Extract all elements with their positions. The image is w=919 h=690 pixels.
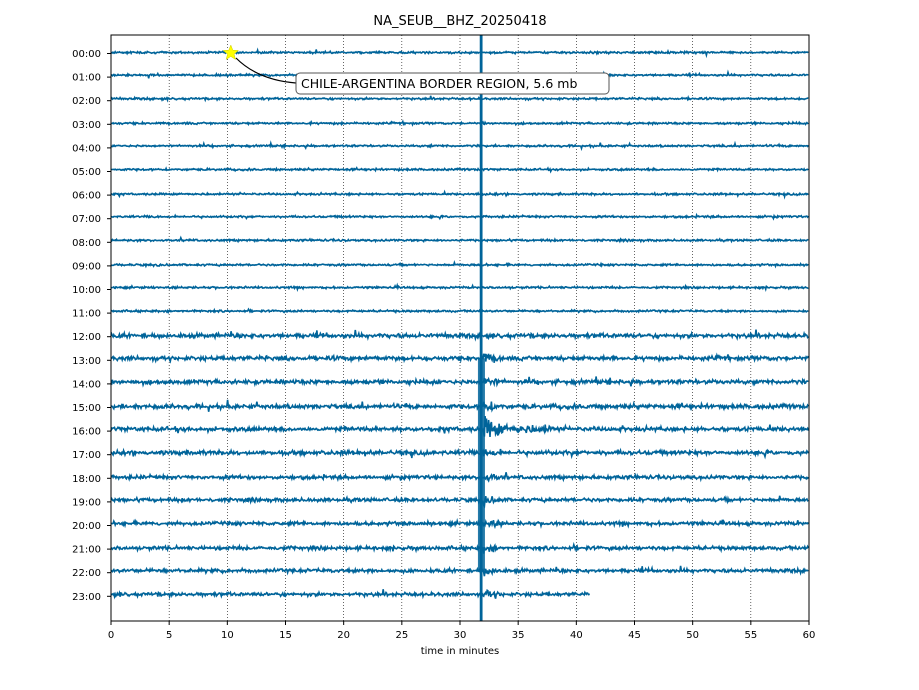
- trace-14:00: [110, 376, 809, 388]
- trace-08:00: [110, 235, 809, 244]
- annotation-box: [295, 72, 610, 95]
- x-tick-label: 20: [337, 630, 350, 641]
- x-tick-label: 15: [279, 630, 292, 641]
- event-annotation: CHILE-ARGENTINA BORDER REGION, 5.6 mb: [222, 44, 610, 95]
- y-tick-label: 06:00: [72, 191, 101, 202]
- y-axis-ticks: 00:00 01:00 02:00 03:00 04:00 05:00 06:00 07:00…: [72, 49, 111, 603]
- trace-02:00: [110, 95, 809, 103]
- trace-20:00: [110, 517, 809, 530]
- y-tick-label: 21:00: [72, 545, 101, 556]
- x-tick-label: 10: [221, 630, 234, 641]
- y-tick-label: 01:00: [72, 73, 101, 84]
- y-tick-label: 05:00: [72, 167, 101, 178]
- seismic-traces: [110, 35, 810, 621]
- trace-03:00: [110, 119, 809, 127]
- y-tick-label: 07:00: [72, 214, 101, 225]
- event-star-marker: [222, 44, 240, 61]
- x-tick-label: 60: [803, 630, 816, 641]
- y-tick-label: 22:00: [72, 568, 101, 579]
- y-tick-label: 13:00: [72, 356, 101, 367]
- trace-22:00: [110, 565, 809, 577]
- x-tick-label: 45: [628, 630, 641, 641]
- annotation-label: CHILE-ARGENTINA BORDER REGION, 5.6 mb: [301, 76, 577, 91]
- y-tick-label: 12:00: [72, 332, 101, 343]
- y-tick-label: 10:00: [72, 285, 101, 296]
- x-tick-label: 0: [108, 630, 114, 641]
- y-tick-label: 14:00: [72, 379, 101, 390]
- trace-09:00: [110, 259, 809, 269]
- trace-17:00: [110, 447, 810, 460]
- y-tick-label: 15:00: [72, 403, 101, 414]
- x-tick-label: 25: [395, 630, 408, 641]
- y-tick-label: 02:00: [72, 96, 101, 107]
- y-tick-label: 11:00: [72, 309, 101, 320]
- trace-16:00: [110, 415, 810, 438]
- trace-23:00: [110, 589, 590, 600]
- trace-12:00: [110, 329, 809, 342]
- chart-title: NA_SEUB__BHZ_20250418: [373, 14, 546, 29]
- y-tick-label: 16:00: [72, 427, 101, 438]
- trace-13:00: [110, 352, 810, 364]
- y-tick-label: 03:00: [72, 120, 101, 131]
- x-tick-label: 50: [686, 630, 699, 641]
- annotation-arrow: [235, 57, 297, 84]
- trace-21:00: [110, 541, 810, 554]
- y-tick-label: 09:00: [72, 261, 101, 272]
- y-tick-label: 19:00: [72, 497, 101, 508]
- trace-18:00: [110, 472, 809, 483]
- x-tick-label: 5: [166, 630, 172, 641]
- arrival-coda: [477, 358, 485, 571]
- y-tick-label: 20:00: [72, 521, 101, 532]
- trace-19:00: [110, 495, 809, 509]
- y-tick-label: 08:00: [72, 238, 101, 249]
- y-tick-label: 23:00: [72, 592, 101, 603]
- x-tick-label: 55: [744, 630, 757, 641]
- trace-04:00: [110, 140, 809, 152]
- trace-00:00: [111, 47, 809, 59]
- y-tick-label: 04:00: [72, 143, 101, 154]
- trace-07:00: [110, 212, 809, 221]
- x-axis-ticks: 0 5 10 15 20 25 30 35 40 45 50 55 60: [108, 621, 816, 641]
- x-tick-label: 35: [512, 630, 525, 641]
- x-tick-label: 40: [570, 630, 583, 641]
- y-tick-label: 00:00: [72, 49, 101, 60]
- trace-06:00: [110, 189, 809, 200]
- y-tick-label: 18:00: [72, 474, 101, 485]
- arrival-spike: [479, 35, 483, 621]
- trace-05:00: [110, 166, 809, 174]
- y-tick-label: 17:00: [72, 450, 101, 461]
- x-axis-label: time in minutes: [421, 646, 500, 657]
- trace-15:00: [110, 399, 809, 413]
- trace-10:00: [110, 282, 809, 293]
- x-tick-label: 30: [454, 630, 467, 641]
- trace-11:00: [110, 307, 809, 315]
